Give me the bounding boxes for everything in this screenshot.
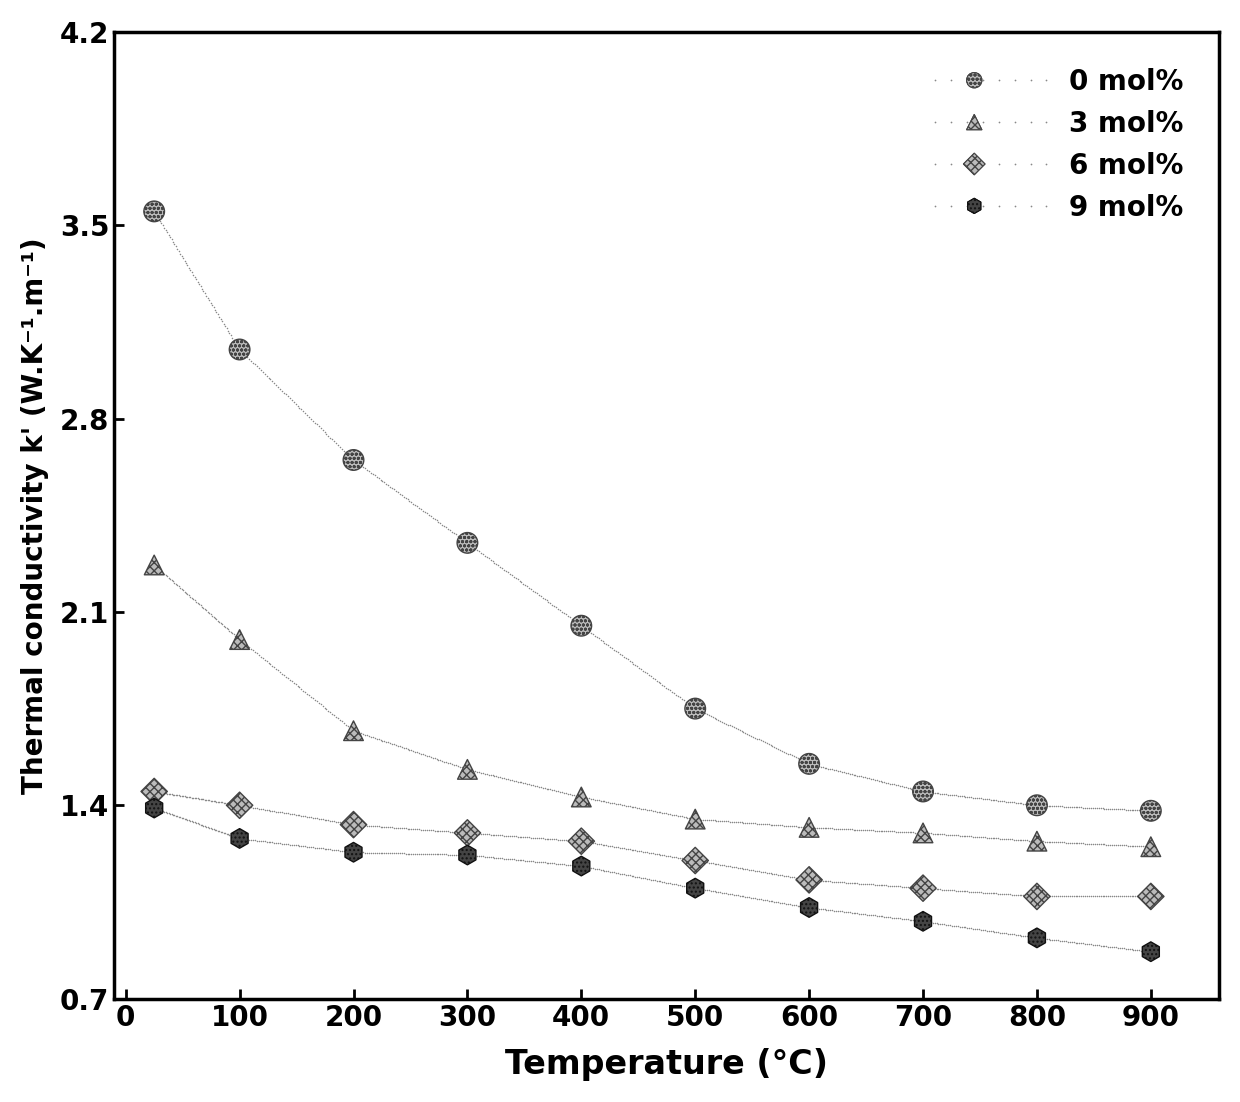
- 9 mol%: [800, 898, 820, 916]
- 3 mol%: [572, 788, 591, 806]
- 3 mol%: [144, 557, 164, 574]
- 6 mol%: [572, 832, 591, 850]
- 0 mol%: [800, 755, 820, 773]
- 9 mol%: [686, 879, 706, 897]
- 6 mol%: [458, 824, 477, 842]
- 6 mol%: [1141, 887, 1161, 905]
- 0 mol%: [572, 617, 591, 635]
- 0 mol%: [913, 782, 932, 800]
- 3 mol%: [343, 722, 363, 739]
- Y-axis label: Thermal conductivity k' (W.K⁻¹.m⁻¹): Thermal conductivity k' (W.K⁻¹.m⁻¹): [21, 237, 48, 793]
- 9 mol%: [343, 843, 363, 861]
- 0 mol%: [1027, 797, 1047, 814]
- 9 mol%: [1141, 943, 1161, 961]
- 6 mol%: [144, 782, 164, 800]
- 3 mol%: [913, 824, 932, 842]
- Legend: 0 mol%, 3 mol%, 6 mol%, 9 mol%: 0 mol%, 3 mol%, 6 mol%, 9 mol%: [913, 45, 1205, 244]
- 6 mol%: [229, 797, 249, 814]
- 0 mol%: [229, 341, 249, 358]
- 0 mol%: [1141, 802, 1161, 820]
- 3 mol%: [458, 760, 477, 778]
- 3 mol%: [800, 819, 820, 836]
- 6 mol%: [913, 879, 932, 897]
- 9 mol%: [1027, 929, 1047, 947]
- 0 mol%: [686, 700, 706, 717]
- 6 mol%: [1027, 887, 1047, 905]
- 3 mol%: [686, 810, 706, 828]
- 3 mol%: [229, 630, 249, 648]
- 3 mol%: [1027, 832, 1047, 850]
- 9 mol%: [913, 912, 932, 930]
- 0 mol%: [144, 203, 164, 220]
- 6 mol%: [686, 852, 706, 869]
- 9 mol%: [229, 830, 249, 847]
- 6 mol%: [800, 871, 820, 888]
- 0 mol%: [458, 534, 477, 552]
- 3 mol%: [1141, 838, 1161, 855]
- 9 mol%: [144, 799, 164, 817]
- X-axis label: Temperature (°C): Temperature (°C): [505, 1048, 828, 1081]
- 9 mol%: [458, 846, 477, 864]
- 0 mol%: [343, 451, 363, 468]
- 6 mol%: [343, 815, 363, 833]
- 9 mol%: [572, 857, 591, 875]
